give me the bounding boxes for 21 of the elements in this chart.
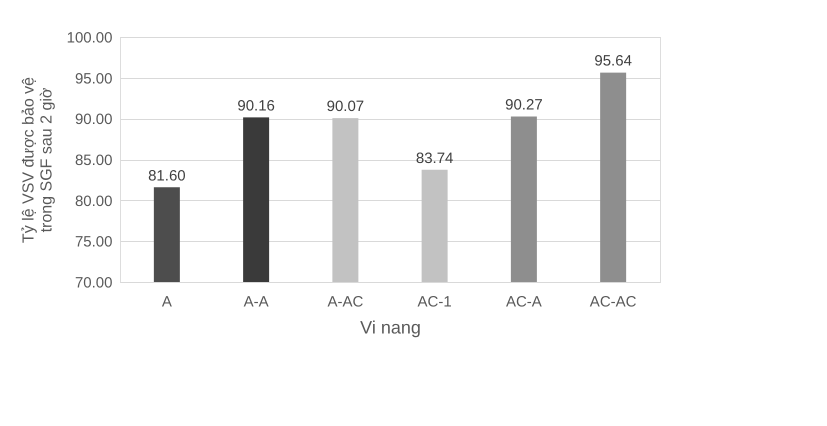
- x-tick-label: AC-1: [418, 294, 452, 310]
- data-label: 83.74: [416, 150, 454, 167]
- y-tick-label: 75.00: [74, 234, 112, 251]
- x-tick-label: A-A: [244, 294, 269, 310]
- x-tick-label: AC-A: [506, 294, 542, 310]
- data-label: 90.16: [237, 97, 275, 114]
- y-tick-label: 90.00: [74, 111, 112, 128]
- y-tick-label: 100.00: [66, 30, 112, 46]
- y-tick-label: 80.00: [74, 192, 112, 210]
- y-tick-label: 85.00: [74, 152, 112, 169]
- y-tick-label: 95.00: [74, 70, 112, 88]
- x-axis-title: Vi nang: [360, 318, 421, 338]
- x-tick-label: A: [162, 294, 172, 310]
- x-tick-label: A-AC: [327, 294, 364, 310]
- y-axis-title: Tỷ lệ VSV được bảo vệ trong SGF sau 2 giờ: [20, 76, 56, 244]
- data-label: 90.07: [326, 98, 364, 116]
- data-label: 90.27: [505, 96, 543, 114]
- y-tick-label: 70.00: [74, 274, 112, 292]
- data-label: 95.64: [594, 52, 632, 70]
- data-label: 81.60: [148, 167, 186, 184]
- x-tick-label: AC-AC: [590, 294, 637, 310]
